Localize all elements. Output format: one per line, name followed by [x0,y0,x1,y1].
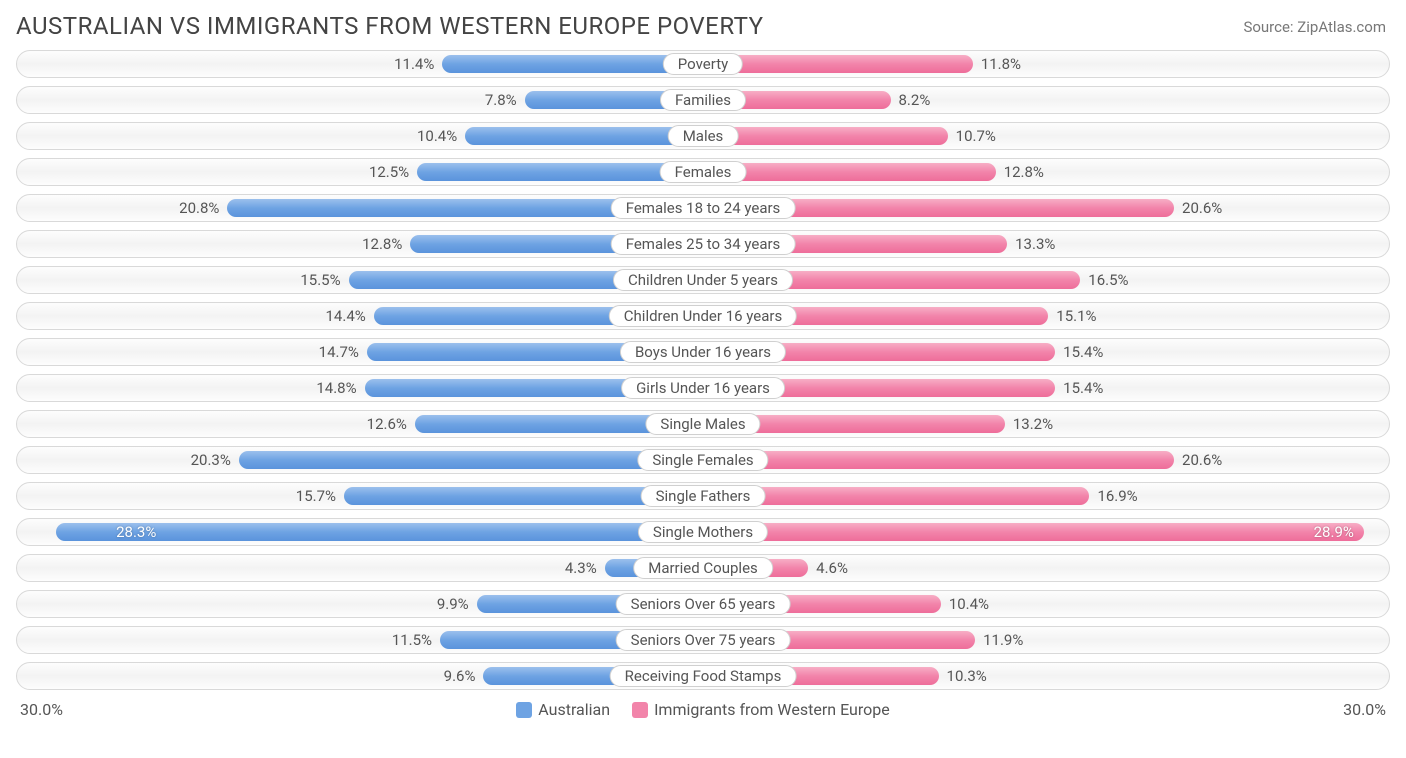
chart-row: 20.8% 20.6% Females 18 to 24 years [16,194,1390,222]
category-label: Poverty [663,53,743,75]
chart-row: 12.5% 12.8% Females [16,158,1390,186]
bar-right [703,451,1174,469]
category-label: Families [660,89,746,111]
category-label: Seniors Over 65 years [616,593,791,615]
category-label: Females [660,161,747,183]
category-label: Girls Under 16 years [621,377,785,399]
value-right: 15.4% [1055,343,1103,361]
value-left: 4.3% [565,559,605,577]
category-label: Boys Under 16 years [620,341,786,363]
chart-row: 15.5% 16.5% Children Under 5 years [16,266,1390,294]
category-label: Children Under 16 years [609,305,797,327]
value-left: 7.8% [485,91,525,109]
axis-max-right: 30.0% [1343,700,1386,719]
value-right: 20.6% [1174,451,1222,469]
bar-left [239,451,703,469]
legend-item-right: Immigrants from Western Europe [632,700,890,719]
value-right: 8.2% [891,91,931,109]
chart-row: 11.5% 11.9% Seniors Over 75 years [16,626,1390,654]
legend-label-right: Immigrants from Western Europe [654,700,890,719]
value-right: 10.4% [941,595,989,613]
category-label: Seniors Over 75 years [616,629,791,651]
category-label: Married Couples [633,557,773,579]
value-left: 14.7% [319,343,367,361]
chart-row: 12.8% 13.3% Females 25 to 34 years [16,230,1390,258]
chart-row: 12.6% 13.2% Single Males [16,410,1390,438]
value-left: 20.3% [191,451,239,469]
category-label: Single Males [645,413,760,435]
value-right: 16.5% [1080,271,1128,289]
category-label: Children Under 5 years [613,269,793,291]
chart-row: 9.6% 10.3% Receiving Food Stamps [16,662,1390,690]
bar-right [703,55,973,73]
chart-row: 11.4% 11.8% Poverty [16,50,1390,78]
chart-row: 20.3% 20.6% Single Females [16,446,1390,474]
value-right: 20.6% [1174,199,1222,217]
value-left: 12.6% [367,415,415,433]
value-right: 11.8% [973,55,1021,73]
value-right: 13.3% [1007,235,1055,253]
legend: Australian Immigrants from Western Europ… [516,700,889,719]
chart-row: 14.7% 15.4% Boys Under 16 years [16,338,1390,366]
value-left: 11.5% [392,631,440,649]
category-label: Females 25 to 34 years [611,233,796,255]
category-label: Single Mothers [638,521,768,543]
value-left: 12.5% [369,163,417,181]
source-attribution: Source: ZipAtlas.com [1243,18,1386,36]
bar-right [703,127,948,145]
value-left: 11.4% [394,55,442,73]
chart-footer: 30.0% Australian Immigrants from Western… [0,698,1406,719]
source-name: ZipAtlas.com [1297,18,1386,36]
chart-title: AUSTRALIAN VS IMMIGRANTS FROM WESTERN EU… [16,12,764,40]
value-left: 12.8% [362,235,410,253]
value-left: 15.7% [296,487,344,505]
category-label: Single Females [637,449,768,471]
chart-row: 14.4% 15.1% Children Under 16 years [16,302,1390,330]
category-label: Receiving Food Stamps [610,665,797,687]
source-prefix: Source: [1243,18,1297,36]
legend-item-left: Australian [516,700,610,719]
category-label: Females 18 to 24 years [611,197,796,219]
value-left: 9.6% [444,667,484,685]
chart-row: 9.9% 10.4% Seniors Over 65 years [16,590,1390,618]
legend-swatch-right [632,702,648,718]
diverging-bar-chart: 11.4%11.8%Poverty7.8%8.2%Families10.4%10… [0,44,1406,690]
value-right: 15.4% [1055,379,1103,397]
value-right: 10.7% [948,127,996,145]
value-right: 12.8% [996,163,1044,181]
bar-right [703,523,1364,541]
value-left: 28.3% [106,523,156,541]
category-label: Single Fathers [641,485,766,507]
value-left: 14.8% [316,379,364,397]
chart-row: 14.8% 15.4% Girls Under 16 years [16,374,1390,402]
value-right: 15.1% [1048,307,1096,325]
value-left: 9.9% [437,595,477,613]
value-right: 13.2% [1005,415,1053,433]
chart-row: 10.4% 10.7% Males [16,122,1390,150]
category-label: Males [668,125,739,147]
value-left: 14.4% [326,307,374,325]
value-right: 10.3% [939,667,987,685]
legend-swatch-left [516,702,532,718]
legend-label-left: Australian [538,700,610,719]
value-left: 20.8% [179,199,227,217]
value-right: 4.6% [808,559,848,577]
chart-row: 4.3% 4.6% Married Couples [16,554,1390,582]
bar-right [703,163,996,181]
value-right: 28.9% [1314,523,1364,541]
axis-max-left: 30.0% [20,700,63,719]
value-right: 16.9% [1089,487,1137,505]
chart-row: 7.8% 8.2% Families [16,86,1390,114]
value-left: 15.5% [300,271,348,289]
header: AUSTRALIAN VS IMMIGRANTS FROM WESTERN EU… [0,0,1406,44]
value-right: 11.9% [975,631,1023,649]
chart-row: 15.7% 16.9% Single Fathers [16,482,1390,510]
value-left: 10.4% [417,127,465,145]
chart-row: 28.3% 28.9% Single Mothers [16,518,1390,546]
